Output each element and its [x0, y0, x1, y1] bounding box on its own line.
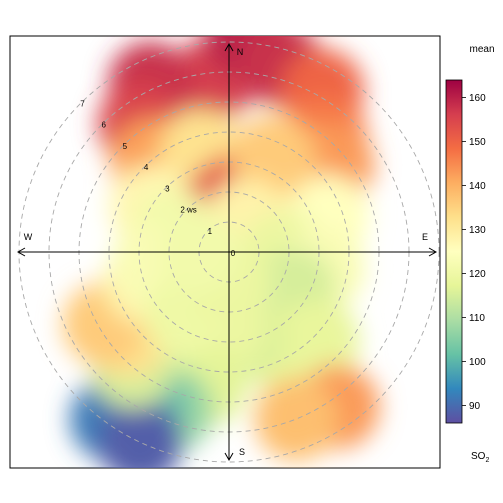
legend-title: mean — [469, 44, 494, 55]
compass-arrowhead — [428, 247, 438, 257]
legend-units: SO2 — [471, 451, 489, 464]
legend-ticks: 90 100 110 120 130 140 150 160 — [462, 93, 486, 412]
origin-label: 0 — [231, 249, 236, 258]
legend-tick-label: 130 — [469, 225, 486, 236]
compass-south-label: S — [239, 447, 245, 457]
legend-tick-label: 140 — [469, 181, 486, 192]
legend-tick-label: 110 — [469, 313, 485, 324]
radial-label: 5 — [123, 142, 128, 151]
compass-axes — [16, 42, 438, 462]
radial-label: 1 — [208, 227, 213, 236]
radial-label: 3 — [165, 184, 170, 193]
legend-tick-label: 100 — [469, 357, 486, 368]
legend-tick-label: 120 — [469, 269, 486, 280]
compass-arrowhead — [16, 247, 26, 257]
legend-tick-label: 160 — [469, 93, 486, 104]
legend-colorbar — [445, 79, 463, 424]
surface-cell — [231, 114, 316, 199]
radial-label: 6 — [101, 121, 106, 130]
radial-labels: 1 2 ws 3 4 5 6 7 — [80, 100, 212, 236]
surface-cell — [98, 400, 183, 468]
radial-label: 2 ws — [180, 206, 196, 215]
surface-cell — [254, 376, 339, 461]
radial-label: 7 — [80, 100, 85, 109]
compass-arrowhead — [224, 42, 234, 52]
radial-label: 4 — [144, 163, 149, 172]
compass-west-label: W — [24, 232, 33, 242]
legend-tick-label: 90 — [469, 401, 481, 412]
compass-arrowhead — [224, 452, 234, 462]
legend-tick-label: 150 — [469, 137, 486, 148]
compass-east-label: E — [422, 232, 428, 242]
compass-north-label: N — [237, 47, 244, 57]
